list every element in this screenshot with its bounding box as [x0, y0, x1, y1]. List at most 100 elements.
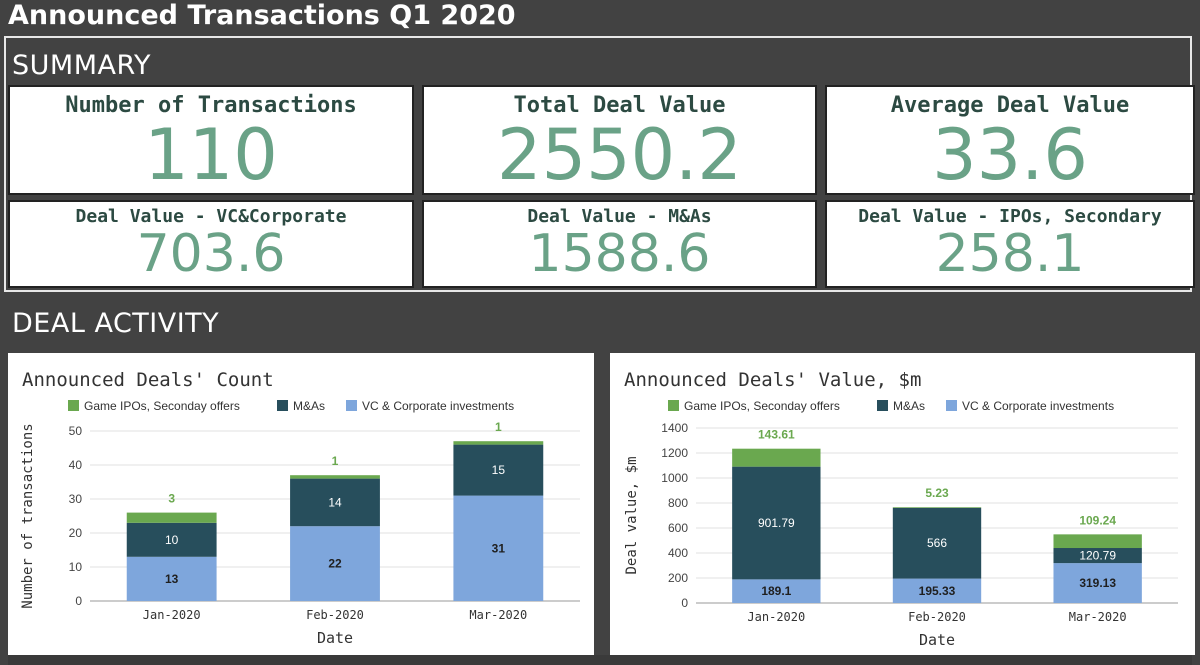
legend-swatch	[68, 400, 79, 411]
card-value: 703.6	[136, 224, 286, 284]
y-tick-label: 1000	[661, 471, 688, 485]
card-label: Deal Value - VC&Corporate	[75, 206, 347, 227]
y-axis-label: Number of transactions	[20, 423, 36, 608]
deals-value-chart: Announced Deals' Value, $m Game IPOs, Sec…	[624, 369, 1178, 649]
bar-segment	[126, 522, 217, 557]
legend-label: M&As	[893, 399, 925, 413]
data-label: 15	[492, 463, 506, 477]
card-label: Total Deal Value	[513, 93, 726, 118]
card-total-deal-value: Total Deal Value 2550.2	[422, 85, 817, 195]
y-axis-label: Deal value, $m	[624, 456, 640, 574]
y-tick-label: 30	[69, 492, 83, 506]
x-tick-label: Jan-2020	[143, 608, 201, 622]
y-tick-label: 0	[681, 596, 688, 610]
card-deal-value-vc: Deal Value - VC&Corporate 703.6	[8, 200, 414, 288]
card-number-of-transactions: Number of Transactions 110	[8, 85, 414, 195]
summary-heading: SUMMARY	[12, 50, 151, 81]
y-tick-label: 0	[75, 594, 82, 608]
data-label: 3	[168, 492, 175, 506]
x-tick-label: Feb-2020	[306, 608, 364, 622]
legend-swatch	[277, 400, 288, 411]
card-value: 110	[144, 114, 278, 196]
y-tick-label: 1200	[661, 446, 688, 460]
data-label: 22	[328, 557, 342, 571]
bar-segment	[732, 448, 821, 467]
legend-label: M&As	[293, 399, 325, 413]
bar-segment	[1053, 548, 1142, 564]
data-label: 901.79	[758, 516, 795, 530]
data-label: 10	[165, 533, 179, 547]
bar-segment	[892, 507, 982, 579]
bar-segment	[290, 475, 380, 479]
bar-segment	[290, 478, 380, 527]
card-label: Number of Transactions	[65, 93, 357, 118]
page-title: Announced Transactions Q1 2020	[8, 0, 516, 31]
y-tick-label: 800	[668, 496, 688, 510]
data-label: 189.1	[761, 584, 791, 598]
legend-label: Game IPOs, Seconday offers	[84, 399, 240, 413]
y-tick-label: 10	[69, 560, 83, 574]
data-label: 14	[328, 495, 342, 509]
bar-segment	[126, 512, 217, 523]
y-tick-label: 400	[668, 546, 688, 560]
x-tick-label: Mar-2020	[1069, 610, 1127, 624]
bar-segment	[126, 556, 217, 601]
bar-segment	[732, 466, 821, 580]
data-label: 13	[165, 572, 179, 586]
y-tick-label: 50	[69, 424, 83, 438]
legend-swatch	[877, 400, 888, 411]
deals-count-chart: Announced Deals' Count Game IPOs, Seconda…	[20, 369, 580, 647]
chart-panel-count: Announced Deals' Count Game IPOs, Seconda…	[8, 353, 594, 655]
y-tick-label: 600	[668, 521, 688, 535]
data-label: 566	[927, 536, 947, 550]
card-value: 2550.2	[497, 114, 742, 196]
card-label: Deal Value - M&As	[527, 206, 712, 227]
y-tick-label: 40	[69, 458, 83, 472]
card-value: 33.6	[932, 114, 1088, 196]
bar-segment	[453, 444, 544, 496]
bar-segment	[892, 578, 982, 603]
x-tick-label: Jan-2020	[747, 610, 805, 624]
y-tick-label: 20	[69, 526, 83, 540]
data-label: 1	[495, 420, 502, 434]
card-average-deal-value: Average Deal Value 33.6	[825, 85, 1195, 195]
data-label: 1	[332, 454, 339, 468]
data-label: 31	[492, 541, 506, 555]
data-label: 109.24	[1079, 513, 1116, 527]
bar-segment	[453, 441, 544, 445]
y-tick-label: 200	[668, 571, 688, 585]
card-deal-value-mna: Deal Value - M&As 1588.6	[422, 200, 817, 288]
chart-panel-value: Announced Deals' Value, $m Game IPOs, Sec…	[610, 353, 1195, 655]
data-label: 120.79	[1079, 549, 1116, 563]
card-label: Average Deal Value	[890, 93, 1130, 118]
card-deal-value-ipo: Deal Value - IPOs, Secondary 258.1	[825, 200, 1195, 288]
legend-label: VC & Corporate investments	[362, 399, 514, 413]
legend-label: Game IPOs, Seconday offers	[684, 399, 840, 413]
bar-segment	[453, 495, 544, 601]
bottom-strip	[8, 655, 1192, 665]
chart-title: Announced Deals' Value, $m	[624, 369, 921, 391]
legend-label: VC & Corporate investments	[962, 399, 1114, 413]
legend-swatch	[346, 400, 357, 411]
chart-title: Announced Deals' Count	[22, 369, 274, 391]
legend-swatch	[668, 400, 679, 411]
bar-segment	[732, 579, 821, 603]
x-tick-label: Feb-2020	[908, 610, 966, 624]
data-label: 5.23	[925, 486, 949, 500]
bar-segment	[892, 507, 982, 508]
card-value: 1588.6	[528, 224, 711, 284]
card-value: 258.1	[935, 224, 1085, 284]
legend-swatch	[946, 400, 957, 411]
y-tick-label: 1400	[661, 421, 688, 435]
card-label: Deal Value - IPOs, Secondary	[858, 206, 1162, 227]
x-tick-label: Mar-2020	[469, 608, 527, 622]
bar-segment	[1053, 534, 1142, 549]
data-label: 195.33	[919, 584, 956, 598]
bar-segment	[1053, 563, 1142, 603]
x-axis-label: Date	[919, 631, 955, 649]
x-axis-label: Date	[317, 629, 353, 647]
data-label: 143.61	[758, 428, 795, 442]
data-label: 319.13	[1079, 576, 1116, 590]
deal-activity-heading: DEAL ACTIVITY	[12, 308, 220, 339]
bar-segment	[290, 526, 380, 601]
